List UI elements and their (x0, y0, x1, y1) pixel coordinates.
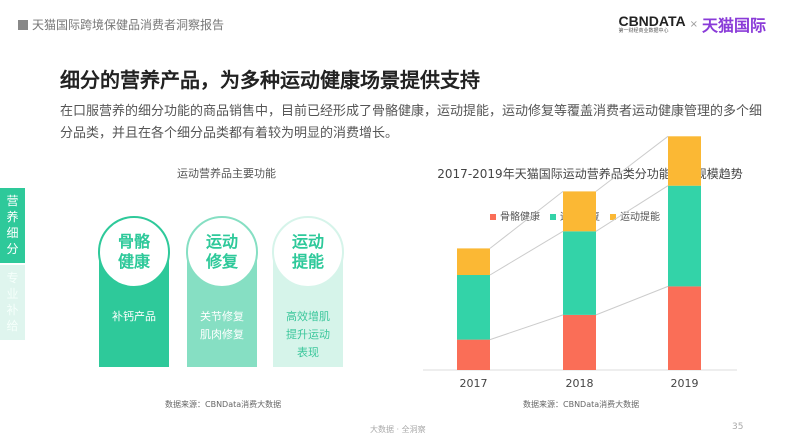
card-heading: 运动提能 (272, 216, 344, 288)
bar-segment (457, 248, 490, 275)
bar-segment (563, 191, 596, 232)
connector-line (489, 191, 564, 249)
bar-segment (457, 275, 490, 340)
legend-swatch (550, 214, 556, 220)
left-source: 数据来源：CBNData消费大数据 (165, 400, 282, 409)
card-heading: 骨骼健康 (98, 216, 170, 288)
function-card: 骨骼健康 补钙产品 (98, 216, 170, 367)
description: 在口服营养的细分功能的商品销售中，目前已经形成了骨骼健康，运动提能，运动修复等覆… (60, 104, 763, 141)
connector-line (595, 135, 669, 192)
bar-segment (563, 314, 596, 370)
bar-segment (668, 136, 701, 186)
legend-swatch (490, 214, 496, 220)
bar-segment (668, 286, 701, 370)
connector-line (595, 185, 669, 232)
x-tick-label: 2018 (566, 377, 594, 390)
bar-segment (563, 231, 596, 315)
legend-swatch (610, 214, 616, 220)
cbndata-logo: CBNDATA 第一财经商业数据中心 (618, 12, 686, 34)
connector-line (489, 314, 564, 341)
footer-slogan: 大数据 · 全洞察 (370, 425, 426, 434)
logo-separator: × (689, 18, 698, 30)
report-title: 天猫国际跨境保健品消费者洞察报告 (32, 18, 225, 32)
connector-line (489, 230, 564, 276)
logo: CBNDATA 第一财经商业数据中心 × 天猫国际 (618, 12, 766, 36)
function-card: 运动提能 高效增肌提升运动表现 (272, 216, 344, 367)
card-item: 高效增肌 (286, 310, 330, 323)
left-panel-title: 运动营养品主要功能 (177, 167, 276, 180)
card-item: 补钙产品 (112, 310, 156, 323)
function-card: 运动修复 关节修复肌肉修复 (186, 216, 258, 367)
tmall-logo: 天猫国际 (701, 16, 766, 35)
bar-segment (668, 185, 701, 287)
card-item: 关节修复 (200, 310, 244, 323)
chart-title: 2017-2019年天猫国际运动营养品类分功能消费规模趋势 (437, 167, 743, 181)
chart-source: 数据来源：CBNData消费大数据 (523, 400, 640, 409)
report-header: 天猫国际跨境保健品消费者洞察报告 (18, 16, 224, 33)
header-square-icon (18, 19, 28, 30)
legend-item: 运动提能 (610, 208, 660, 223)
x-tick-label: 2017 (460, 377, 488, 390)
card-heading: 运动修复 (186, 216, 258, 288)
card-item: 提升运动表现 (286, 328, 330, 359)
side-tab-nutrition[interactable]: 营养细分 (0, 188, 25, 263)
connector-line (595, 285, 669, 316)
x-tick-label: 2019 (671, 377, 699, 390)
page-title: 细分的营养产品，为多种运动健康场景提供支持 (60, 68, 480, 92)
legend-item: 骨骼健康 (490, 208, 540, 223)
card-item: 肌肉修复 (200, 328, 244, 341)
bar-segment (457, 339, 490, 370)
page-number: 35 (732, 422, 744, 432)
side-tab-supply[interactable]: 专业补给 (0, 265, 25, 340)
